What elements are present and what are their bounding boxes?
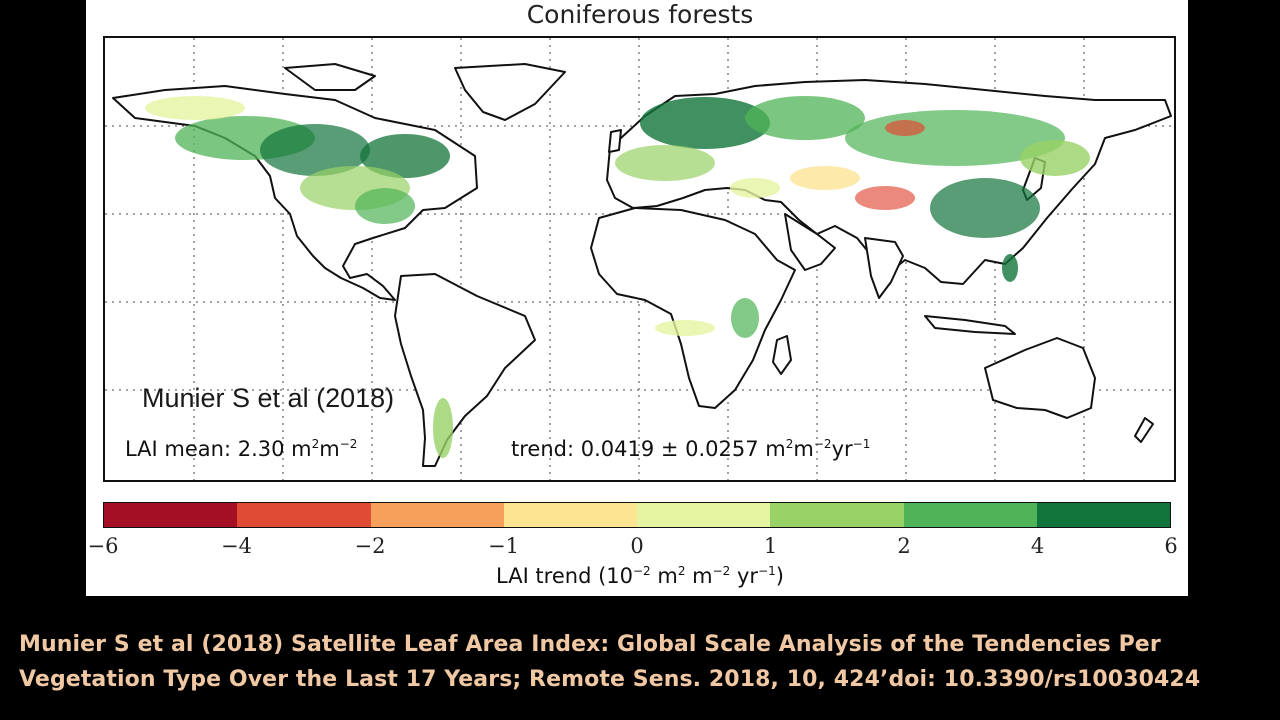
colorbar-segment: [1036, 503, 1170, 527]
author-watermark: Munier S et al (2018): [142, 383, 395, 413]
greenland: [454, 63, 566, 121]
colorbar-tick-label: 1: [763, 534, 778, 558]
world-map-canvas: [105, 38, 1174, 480]
colorbar-tick-label: 2: [897, 534, 911, 558]
trend-pixels: [145, 96, 1090, 458]
indonesia: [924, 315, 1016, 335]
world-map: [103, 36, 1176, 482]
lai-trend-stat: trend: 0.0419 ± 0.0257 m2m−2yr−1: [511, 437, 871, 461]
colorbar-segment: [637, 503, 771, 527]
canadian-islands: [284, 63, 376, 91]
map-title: Coniferous forests: [526, 0, 754, 29]
colorbar-tick-label: 0: [630, 534, 644, 558]
colorbar-segment: [903, 503, 1037, 527]
uk: [608, 129, 622, 153]
colorbar-tick-label: −4: [221, 534, 252, 558]
lai-mean-stat: LAI mean: 2.30 m2m−2: [125, 437, 358, 461]
colorbar-segment: [770, 503, 904, 527]
africa: [590, 207, 796, 409]
colorbar-segment: [237, 503, 371, 527]
colorbar-segment: [503, 503, 637, 527]
india: [864, 237, 904, 299]
arabia: [784, 213, 836, 271]
citation-line-1: Munier S et al (2018) Satellite Leaf Are…: [19, 632, 1161, 657]
australia: [984, 337, 1096, 419]
colorbar-tick-label: −2: [354, 534, 386, 558]
colorbar-tick-label: −6: [87, 534, 119, 558]
colorbar-tick-label: 4: [1030, 534, 1045, 558]
colorbar-label: LAI trend (10−2 m2 m−2 yr−1): [496, 564, 784, 588]
colorbar-segment: [370, 503, 504, 527]
colorbar-segment: [104, 503, 238, 527]
new-zealand: [1134, 417, 1154, 443]
colorbar-tick-label: −1: [488, 534, 519, 558]
colorbar-tick-label: 6: [1164, 534, 1178, 558]
citation-line-2: Vegetation Type Over the Last 17 Years; …: [19, 667, 1201, 692]
madagascar: [772, 335, 792, 375]
colorbar: [103, 502, 1171, 528]
north-america: [112, 85, 478, 301]
